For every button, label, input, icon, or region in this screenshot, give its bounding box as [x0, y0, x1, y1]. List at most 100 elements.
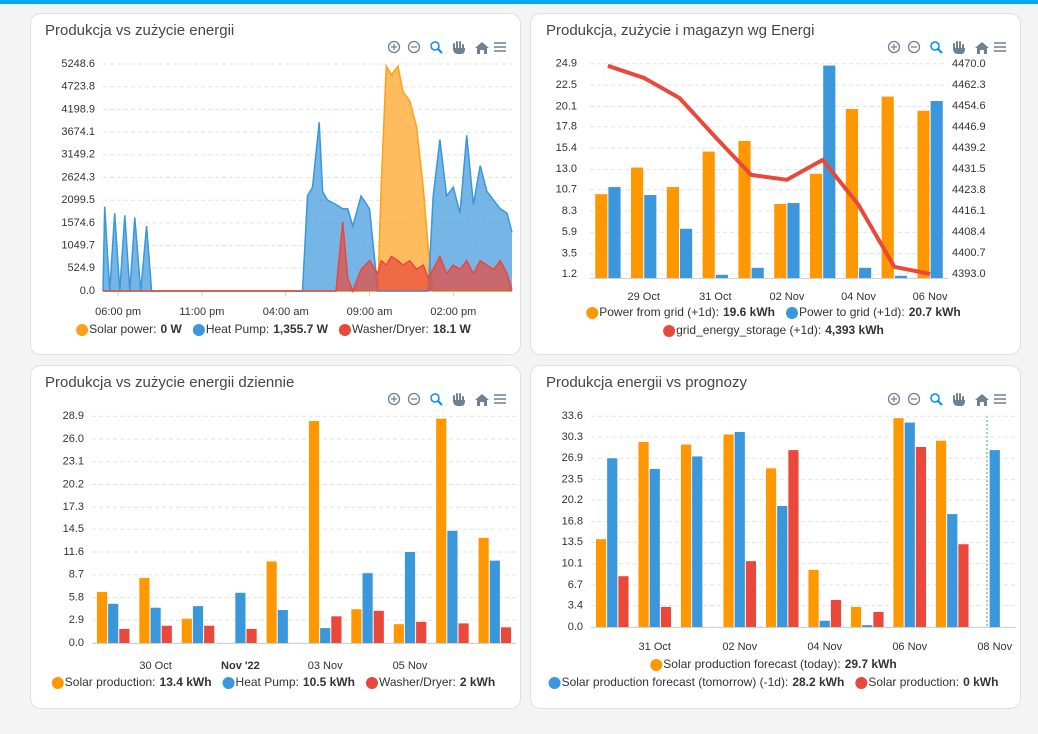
card	[30, 365, 521, 709]
y-tick-label: 3.4	[568, 600, 583, 612]
bar	[765, 468, 777, 627]
legend-label: Heat Pump:	[206, 322, 269, 336]
bar	[607, 458, 618, 627]
y-tick-label: 6.7	[568, 579, 583, 591]
bar	[660, 606, 672, 627]
y-tick-label: 13.5	[562, 536, 583, 548]
x-tick-label: 06:00 pm	[95, 306, 141, 318]
card	[530, 13, 1021, 355]
y-tick-label: 23.5	[562, 474, 583, 486]
y2-tick-label: 4470.0	[952, 58, 986, 70]
bar	[362, 573, 373, 643]
y-tick-label: 11.6	[63, 546, 84, 558]
y-tick-label: 0.0	[80, 285, 95, 297]
y-tick-label: 1049.7	[61, 240, 95, 252]
bar	[774, 203, 787, 278]
y-tick-label: 2.9	[69, 614, 84, 626]
chart-title: Produkcja vs zużycie energii dziennie	[45, 374, 294, 391]
bar	[788, 450, 799, 627]
bar	[277, 610, 288, 643]
bar	[649, 468, 660, 627]
bar	[808, 569, 819, 627]
bar	[680, 444, 692, 627]
area-fill	[103, 221, 512, 291]
bar	[351, 609, 362, 643]
y-tick-label: 1.2	[562, 268, 577, 280]
bar	[958, 544, 969, 627]
legend-marker	[663, 325, 676, 337]
x-tick-label: 06 Nov	[892, 641, 927, 653]
x-tick-label: 31 Oct	[639, 641, 671, 653]
bar	[308, 420, 320, 643]
x-tick-label: 04 Nov	[841, 291, 876, 303]
bar	[692, 456, 703, 627]
y-tick-label: 10.7	[556, 184, 577, 196]
y2-tick-label: 4454.6	[952, 100, 986, 112]
top-bar	[0, 0, 1038, 4]
bar	[266, 561, 277, 643]
y2-tick-label: 4400.7	[952, 247, 986, 259]
y-tick-label: 16.8	[562, 516, 583, 528]
legend-marker	[338, 324, 351, 336]
legend-value: 1,355.7 W	[273, 322, 328, 336]
bar	[810, 173, 823, 278]
y-tick-label: 524.9	[67, 262, 95, 274]
bar	[331, 616, 342, 643]
x-tick-label: 06 Nov	[913, 291, 948, 303]
legend-marker	[786, 307, 798, 319]
y2-tick-label: 4439.2	[952, 142, 986, 154]
legend-value: 4,393 kWh	[825, 323, 884, 337]
legend-label: Power from grid (+1d):	[599, 305, 719, 319]
bar	[608, 187, 621, 278]
bar	[631, 167, 644, 278]
bar	[702, 151, 715, 278]
bar	[235, 592, 246, 643]
bar	[373, 610, 384, 643]
y-tick-label: 17.3	[63, 501, 84, 513]
bar	[723, 434, 734, 627]
y-tick-label: 23.1	[63, 456, 84, 468]
y-tick-label: 26.0	[63, 433, 84, 445]
bar	[478, 537, 489, 643]
legend-marker	[548, 677, 561, 689]
y-tick-label: 20.2	[562, 494, 583, 506]
y-tick-label: 13.0	[556, 163, 577, 175]
bar	[680, 228, 693, 278]
bar	[150, 607, 161, 643]
legend-marker	[222, 677, 235, 689]
legend-label: Washer/Dryer:	[379, 675, 456, 689]
bar	[181, 618, 192, 643]
bar	[850, 606, 862, 627]
legend-value: 10.5 kWh	[303, 675, 355, 689]
x-tick-label: 04 Nov	[807, 641, 842, 653]
y-tick-label: 0.0	[69, 637, 84, 649]
y-tick-label: 4198.9	[61, 103, 95, 115]
y-tick-label: 24.9	[556, 58, 577, 70]
x-tick-label: Nov '22	[221, 660, 260, 672]
legend-marker	[51, 677, 64, 689]
bar	[393, 624, 404, 643]
x-tick-label: 29 Oct	[627, 291, 659, 303]
x-tick-label: 08 Nov	[977, 641, 1012, 653]
bar	[638, 441, 649, 627]
y-tick-label: 15.4	[556, 142, 577, 154]
bar	[823, 65, 836, 279]
bar	[777, 505, 788, 627]
x-tick-label: 11:00 pm	[179, 306, 224, 318]
x-tick-label: 05 Nov	[393, 660, 428, 672]
bar	[161, 625, 172, 643]
x-tick-label: 03 Nov	[308, 660, 343, 672]
legend-marker	[76, 324, 89, 336]
bar	[404, 551, 416, 643]
bar	[489, 560, 500, 643]
area-fill	[103, 66, 512, 291]
y-tick-label: 5.8	[69, 591, 84, 603]
y2-tick-label: 4431.5	[952, 163, 986, 175]
legend-label: Solar production:	[868, 675, 959, 689]
legend-label: Heat Pump:	[236, 675, 299, 689]
legend-marker	[650, 659, 663, 671]
y-tick-label: 8.7	[69, 569, 84, 581]
bar	[458, 623, 469, 643]
y2-tick-label: 4416.1	[952, 205, 986, 217]
card	[30, 13, 521, 355]
